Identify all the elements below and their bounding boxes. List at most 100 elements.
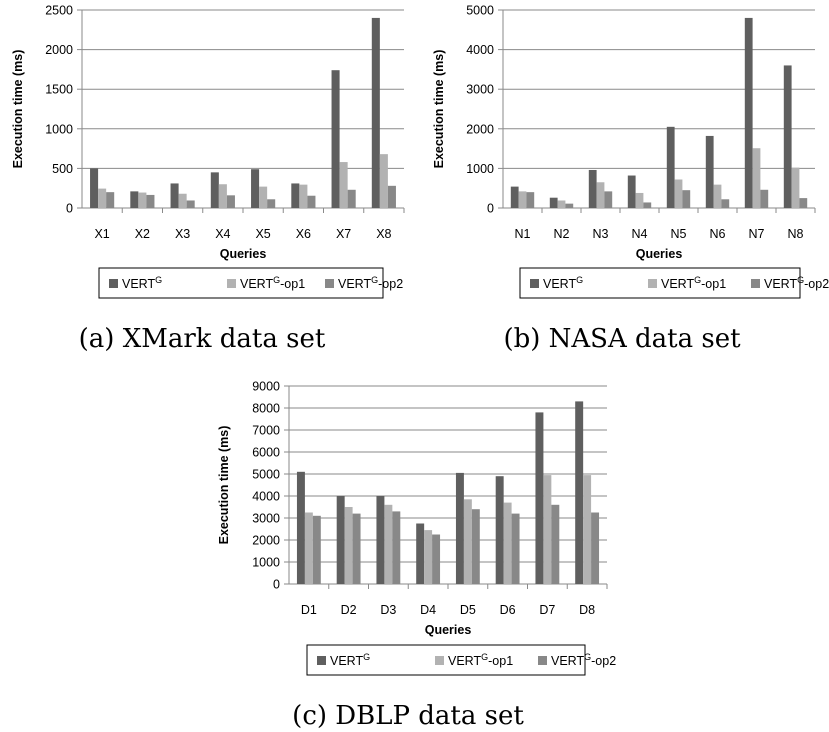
y-axis-label: Execution time (ms) <box>432 50 446 169</box>
x-tick-label: N1 <box>515 227 531 241</box>
y-tick-label: 5000 <box>252 468 280 482</box>
bar-x7-s1 <box>331 70 340 208</box>
legend-label-sup: G <box>797 275 804 285</box>
legend-label-base: VERT <box>764 277 797 291</box>
y-tick-label: 5000 <box>466 4 494 18</box>
bar-d8-s3 <box>591 512 600 584</box>
legend-label-sup: G <box>481 652 488 662</box>
bar-x3-s3 <box>186 200 195 208</box>
bar-n1-s1 <box>510 186 519 208</box>
x-tick-label: X3 <box>175 227 190 241</box>
legend-label-s2: VERTG-op1 <box>661 275 726 291</box>
bar-n2-s3 <box>565 203 574 208</box>
bar-x2-s2 <box>138 192 147 208</box>
legend-swatch-s3 <box>538 656 547 665</box>
legend-label-s3: VERTG-op2 <box>551 652 616 668</box>
legend-swatch-s2 <box>227 279 236 288</box>
bar-d5-s2 <box>463 499 472 584</box>
y-tick-label: 2500 <box>45 4 73 18</box>
y-tick-label: 1000 <box>252 556 280 570</box>
y-tick-label: 3000 <box>252 512 280 526</box>
legend-label-sup: G <box>273 275 280 285</box>
x-tick-label: X4 <box>215 227 230 241</box>
legend-label-sup: G <box>363 652 370 662</box>
bar-n2-s2 <box>557 200 566 208</box>
x-tick-label: N5 <box>671 227 687 241</box>
bar-x5-s1 <box>251 169 260 208</box>
x-tick-label: D5 <box>460 603 476 617</box>
bar-n1-s3 <box>526 192 535 208</box>
bar-x6-s3 <box>307 195 316 208</box>
bar-x4-s1 <box>210 172 219 208</box>
y-axis-label: Execution time (ms) <box>217 426 231 545</box>
legend-label-s2: VERTG-op1 <box>240 275 305 291</box>
y-tick-label: 2000 <box>45 43 73 57</box>
bar-n4-s3 <box>643 202 652 208</box>
y-tick-label: 7000 <box>252 424 280 438</box>
legend-label-sup: G <box>694 275 701 285</box>
x-tick-label: N7 <box>749 227 765 241</box>
panel-xmark: 0 500 1000 1500 2000 2500 X1 X2 X3 X4 X5 X6 X7 X8 Quer… <box>11 4 405 354</box>
bar-n6-s1 <box>705 135 714 208</box>
bar-n7-s3 <box>760 189 769 208</box>
x-tick-label: D2 <box>341 603 357 617</box>
bar-n4-s2 <box>635 192 644 208</box>
x-tick-label: X2 <box>135 227 150 241</box>
legend-label-base: VERT <box>338 277 371 291</box>
bar-d2-s3 <box>352 513 361 584</box>
panel-nasa: 0 1000 2000 3000 4000 5000 N1 N2 N3 N4 N5 N6 N7 N8 Que… <box>432 4 829 355</box>
x-tick-label: N8 <box>788 227 804 241</box>
x-tick-label: N2 <box>554 227 570 241</box>
x-tick-label: N6 <box>710 227 726 241</box>
y-tick-label: 2000 <box>252 534 280 548</box>
legend-label-base: VERT <box>551 654 584 668</box>
legend-label-s3: VERTG-op2 <box>338 275 403 291</box>
y-tick-label: 9000 <box>252 380 280 394</box>
bar-d3-s2 <box>384 504 393 584</box>
bar-d4-s2 <box>424 530 433 584</box>
bar-d8-s1 <box>575 401 584 584</box>
bar-x1-s2 <box>98 188 107 208</box>
y-tick-label: 4000 <box>252 490 280 504</box>
bar-n4-s1 <box>627 175 636 208</box>
y-tick-label: 0 <box>66 202 73 216</box>
bar-n6-s2 <box>713 184 722 208</box>
bar-d3-s1 <box>376 496 385 584</box>
bar-x3-s2 <box>178 193 187 208</box>
x-tick-label: X7 <box>336 227 351 241</box>
bar-n7-s1 <box>744 17 753 209</box>
legend-label-suffix: -op2 <box>378 277 403 291</box>
x-tick-label: D1 <box>301 603 317 617</box>
bar-d7-s3 <box>551 504 560 584</box>
panel-caption: (c) DBLP data set <box>292 701 524 731</box>
y-tick-label: 0 <box>273 578 280 592</box>
panel-caption: (b) NASA data set <box>503 324 741 354</box>
x-tick-label: X5 <box>255 227 270 241</box>
bar-n3-s1 <box>588 169 597 208</box>
bar-d4-s1 <box>416 523 425 584</box>
x-tick-label: D8 <box>579 603 595 617</box>
bar-d6-s1 <box>495 476 504 584</box>
bar-x8-s2 <box>379 154 388 208</box>
legend-label-base: VERT <box>122 277 155 291</box>
legend-label-base: VERT <box>330 654 363 668</box>
y-tick-label: 8000 <box>252 402 280 416</box>
bar-d1-s2 <box>304 512 313 584</box>
bar-d5-s3 <box>471 509 480 584</box>
bar-x4-s2 <box>218 184 227 208</box>
y-tick-label: 1500 <box>45 83 73 97</box>
bar-d8-s2 <box>583 475 592 584</box>
bar-n3-s2 <box>596 182 605 208</box>
bar-d6-s2 <box>503 502 512 584</box>
x-axis-label: Queries <box>220 247 267 261</box>
legend-label-suffix: -op2 <box>804 277 829 291</box>
bar-n6-s3 <box>721 199 730 208</box>
legend-label-suffix: -op1 <box>701 277 726 291</box>
x-tick-label: D7 <box>539 603 555 617</box>
legend-swatch-s1 <box>109 279 118 288</box>
bar-n5-s3 <box>682 190 691 208</box>
bar-n8-s3 <box>799 198 808 208</box>
bar-n7-s2 <box>752 148 761 208</box>
x-tick-label: X8 <box>376 227 391 241</box>
